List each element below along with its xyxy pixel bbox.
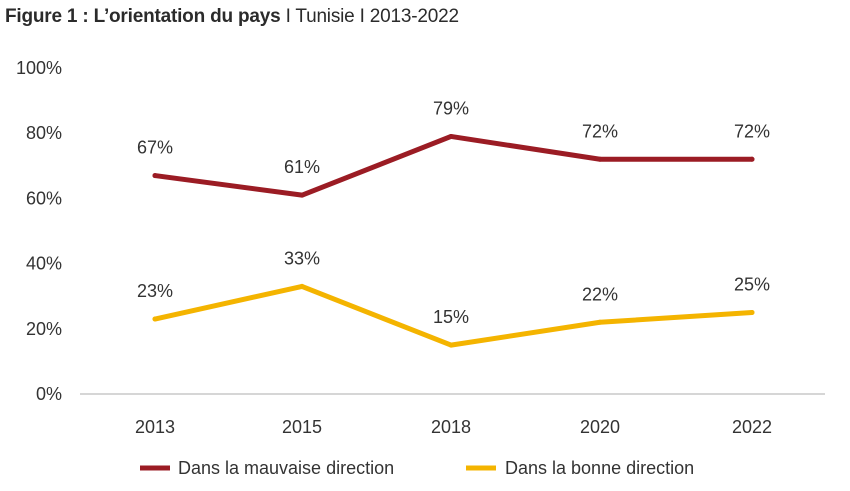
legend-label: Dans la mauvaise direction	[178, 458, 394, 478]
x-tick-label: 2020	[580, 417, 620, 437]
chart-title-sub: I Tunisie I 2013-2022	[285, 6, 459, 27]
y-tick-label: 100%	[16, 58, 62, 78]
data-point	[299, 283, 305, 289]
y-tick-label: 40%	[26, 254, 62, 274]
x-tick-label: 2013	[135, 417, 175, 437]
x-tick-label: 2022	[732, 417, 772, 437]
data-label: 15%	[433, 307, 469, 327]
data-label: 72%	[734, 121, 770, 141]
legend: Dans la mauvaise direction Dans la bonne …	[140, 458, 694, 478]
data-point	[597, 319, 603, 325]
data-label: 25%	[734, 275, 770, 295]
data-point	[152, 316, 158, 322]
data-label: 61%	[284, 157, 320, 177]
data-label: 23%	[137, 281, 173, 301]
legend-item: Dans la mauvaise direction	[140, 458, 394, 478]
data-point	[448, 133, 454, 139]
x-axis: 2013 2015 2018 2020 2022	[135, 417, 772, 437]
series-layer: 67% 61% 79% 72% 72% 23% 33% 15% 22% 25%	[137, 98, 770, 348]
y-tick-label: 0%	[36, 384, 62, 404]
legend-item: Dans la bonne direction	[466, 458, 694, 478]
data-point	[448, 342, 454, 348]
data-point	[299, 192, 305, 198]
data-point	[749, 156, 755, 162]
y-tick-label: 80%	[26, 123, 62, 143]
data-point	[597, 156, 603, 162]
data-label: 72%	[582, 121, 618, 141]
chart-title-main: Figure 1 : L’orientation du pays	[5, 6, 281, 27]
data-point	[749, 310, 755, 315]
legend-label: Dans la bonne direction	[505, 458, 694, 478]
y-tick-label: 20%	[26, 319, 62, 339]
data-label: 33%	[284, 248, 320, 268]
data-point	[152, 173, 158, 179]
chart-title: Figure 1 : L’orientation du pays I Tunis…	[5, 6, 459, 28]
series-1: 67% 61% 79% 72% 72%	[137, 98, 770, 198]
series-line	[152, 133, 755, 198]
x-tick-label: 2018	[431, 417, 471, 437]
x-tick-label: 2015	[282, 417, 322, 437]
series-2: 23% 33% 15% 22% 25%	[137, 248, 770, 348]
data-label: 22%	[582, 284, 618, 304]
y-axis: 0% 20% 40% 60% 80% 100%	[16, 58, 62, 404]
y-tick-label: 60%	[26, 188, 62, 208]
data-label: 79%	[433, 98, 469, 118]
data-label: 67%	[137, 138, 173, 158]
